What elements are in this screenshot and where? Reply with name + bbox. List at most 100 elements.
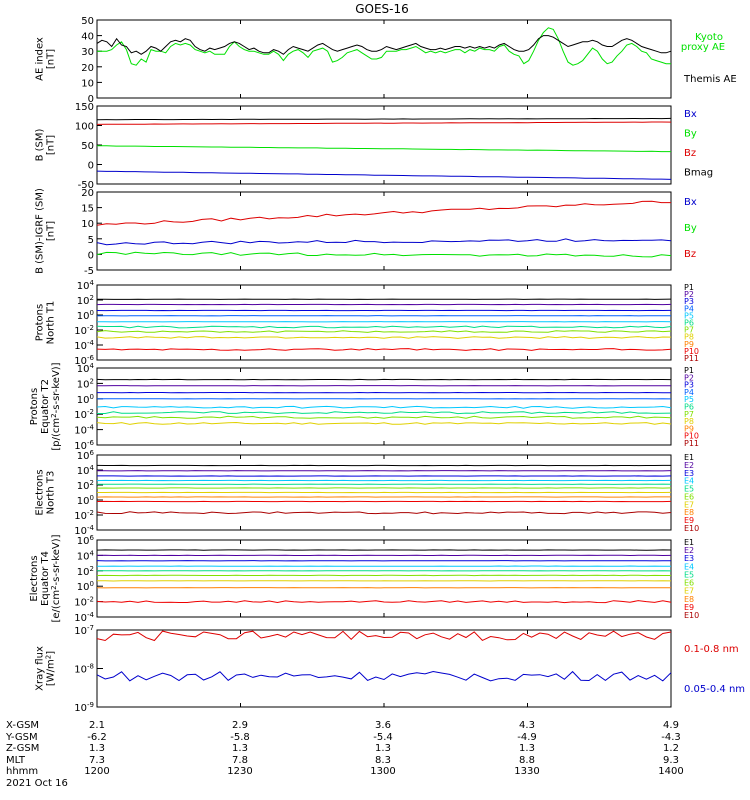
y-tick-label: 102 bbox=[77, 294, 94, 307]
legend-entry: Bx bbox=[684, 197, 697, 208]
y-tick-label: 10-6 bbox=[74, 354, 94, 367]
y-tick-label: 10-4 bbox=[74, 524, 94, 537]
y-tick-label: -5 bbox=[84, 266, 94, 277]
y-tick-label: 10-2 bbox=[74, 324, 94, 337]
y-tick-label: 100 bbox=[77, 580, 94, 593]
series-line-bx bbox=[96, 238, 672, 246]
series-line-bz bbox=[96, 200, 671, 226]
legend-entry: P11 bbox=[684, 354, 699, 363]
legend-entry: 0.1-0.8 nm bbox=[684, 644, 739, 655]
figure-title: GOES-16 bbox=[355, 2, 409, 16]
legend-entry: P8 bbox=[684, 333, 694, 342]
legend-entry: E1 bbox=[684, 538, 694, 547]
y-axis-label-2: [p/(cm2-s-sr-keV)] bbox=[50, 362, 62, 450]
series-line-e10 bbox=[96, 511, 672, 515]
series-line-0-1-0-8-nm bbox=[96, 630, 672, 642]
y-tick-label: 104 bbox=[77, 362, 95, 375]
legend-entry: E6 bbox=[684, 579, 694, 588]
y-tick-label: 100 bbox=[75, 122, 94, 133]
legend-entry: Bz bbox=[684, 148, 696, 159]
legend-entry: Bx bbox=[684, 109, 697, 120]
footer-cell: 4.9 bbox=[663, 720, 679, 731]
y-tick-label: 20 bbox=[81, 188, 94, 199]
legend-entry: E6 bbox=[684, 492, 694, 501]
legend-entry: E9 bbox=[684, 603, 694, 612]
legend-entry: 0.05-0.4 nm bbox=[684, 684, 745, 695]
legend-entry: Bmag bbox=[684, 167, 713, 178]
legend-entry: E8 bbox=[684, 595, 694, 604]
footer-cell: 1.2 bbox=[663, 743, 679, 754]
y-tick-label: 10 bbox=[81, 219, 94, 230]
y-axis-label-1: Equator T4 bbox=[40, 551, 51, 606]
y-tick-label: 0 bbox=[88, 94, 94, 105]
y-tick-label: 20 bbox=[81, 63, 94, 74]
legend-entry: E2 bbox=[684, 461, 694, 470]
y-axis-label-1: [nT] bbox=[46, 135, 57, 155]
footer-cell: 9.3 bbox=[663, 755, 679, 766]
series-line-p6 bbox=[96, 325, 672, 329]
series-line-themis-ae bbox=[96, 35, 672, 55]
y-tick-label: 40 bbox=[81, 32, 94, 43]
footer-cell: 3.6 bbox=[375, 720, 391, 731]
y-axis-label-1: Equator T2 bbox=[40, 379, 51, 434]
legend-entry: Kyoto bbox=[695, 32, 723, 43]
legend-entry: P5 bbox=[684, 395, 694, 404]
footer-cell: 7.3 bbox=[89, 755, 105, 766]
y-axis-label-1: North T3 bbox=[46, 471, 57, 515]
series-line-p10 bbox=[96, 348, 672, 351]
y-axis-label-0: B (SM)-IGRF (SM) bbox=[35, 188, 46, 274]
series-line-bz bbox=[96, 121, 672, 125]
legend-entry: E2 bbox=[684, 546, 694, 555]
legend-entry: Bz bbox=[684, 249, 696, 260]
legend-entry: P3 bbox=[684, 381, 694, 390]
series-line-p6 bbox=[97, 411, 672, 415]
footer-cell: 1.3 bbox=[375, 743, 391, 754]
y-tick-label: 5 bbox=[88, 235, 94, 246]
y-tick-label: 104 bbox=[77, 464, 95, 477]
legend-entry: P8 bbox=[684, 417, 694, 426]
y-axis-label-0: Xray flux bbox=[35, 646, 46, 691]
y-axis-label-0: B (SM) bbox=[35, 128, 46, 161]
y-tick-label: 10-4 bbox=[74, 424, 94, 437]
footer-row-label: X-GSM bbox=[6, 720, 39, 731]
legend-entry: By bbox=[684, 128, 697, 139]
y-axis-label-1: North T1 bbox=[46, 301, 57, 345]
y-tick-label: 0 bbox=[88, 250, 94, 261]
series-line-p7 bbox=[96, 415, 672, 419]
y-tick-label: -50 bbox=[78, 180, 94, 191]
series-line-bx bbox=[96, 170, 672, 180]
legend-entry: P2 bbox=[684, 290, 694, 299]
legend-entry: E1 bbox=[684, 453, 694, 462]
footer-cell: 1200 bbox=[84, 766, 109, 777]
y-tick-label: 10-2 bbox=[74, 596, 94, 609]
legend-entry: P2 bbox=[684, 373, 694, 382]
legend-entry: P3 bbox=[684, 297, 694, 306]
series-line-bmag bbox=[96, 117, 672, 121]
footer-cell: 1.3 bbox=[232, 743, 248, 754]
y-tick-label: 30 bbox=[81, 47, 94, 58]
y-tick-label: 10-6 bbox=[74, 439, 94, 452]
series-line-p8 bbox=[96, 421, 672, 425]
panel-frame bbox=[96, 19, 672, 99]
footer-cell: 2.1 bbox=[89, 720, 105, 731]
series-line-e9 bbox=[96, 600, 672, 604]
y-tick-label: 10-2 bbox=[74, 408, 94, 421]
y-axis-label-0: Protons bbox=[29, 388, 40, 425]
y-axis-label-0: AE index bbox=[35, 37, 46, 81]
y-axis-label-2: [e/(cm2-s-sr-keV)] bbox=[50, 534, 62, 622]
footer-cell: -6.2 bbox=[87, 732, 107, 743]
panel-frame bbox=[96, 539, 672, 618]
y-tick-label: 102 bbox=[77, 479, 94, 492]
legend-entry: P6 bbox=[684, 403, 694, 412]
footer-row-label: MLT bbox=[6, 755, 26, 766]
y-tick-label: 50 bbox=[81, 16, 94, 27]
panel-frame bbox=[96, 629, 672, 708]
y-tick-label: 104 bbox=[77, 549, 95, 562]
y-tick-label: 10-4 bbox=[74, 611, 94, 624]
footer-cell: 1330 bbox=[514, 766, 539, 777]
y-tick-label: 104 bbox=[77, 279, 95, 292]
footer-row-label: 2021 Oct 16 bbox=[6, 778, 68, 789]
